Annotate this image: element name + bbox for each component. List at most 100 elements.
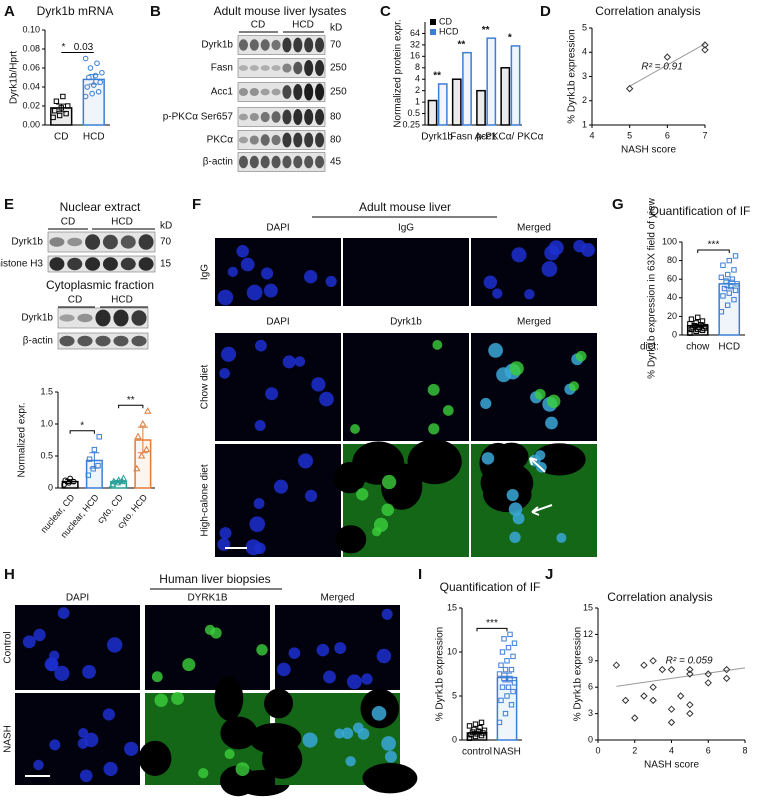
blot-band	[293, 155, 303, 169]
panel-letter: F	[192, 196, 201, 213]
group-label: HCD	[111, 295, 133, 306]
blot-band	[59, 314, 75, 322]
data-point	[507, 675, 513, 682]
nucleus	[384, 750, 397, 763]
blot-band	[282, 132, 292, 148]
blot-kd: 70	[330, 40, 342, 51]
lipid-droplet	[220, 716, 258, 750]
nucleus	[33, 759, 44, 771]
data-point	[90, 466, 96, 472]
blot-band	[59, 335, 75, 347]
data-point	[499, 649, 506, 655]
data-point	[732, 287, 739, 294]
legend-label: HCD	[439, 26, 459, 36]
y-tick-label: 0.04	[22, 81, 40, 91]
signal-spot	[171, 691, 185, 705]
nucleus	[581, 243, 595, 257]
blot-title: Nuclear extract	[60, 200, 141, 214]
micrograph	[15, 693, 140, 785]
x-axis-label: NASH score	[621, 145, 676, 156]
blot-band	[120, 257, 136, 271]
data-point	[667, 705, 676, 713]
blot-band	[249, 155, 259, 169]
blot-band	[238, 155, 249, 169]
blot-band	[282, 37, 292, 53]
blot-band	[238, 65, 249, 71]
data-point	[718, 274, 725, 281]
data-point	[56, 112, 63, 119]
significance-label: *	[508, 33, 512, 44]
y-axis-label: % Dyrk1b expression	[435, 627, 446, 721]
data-point	[649, 683, 657, 691]
chart-title: Correlation analysis	[595, 4, 700, 18]
bar	[451, 78, 462, 126]
blot-band	[113, 309, 129, 327]
chart-title: Correlation analysis	[607, 590, 712, 604]
data-point	[108, 480, 117, 488]
blot-band	[85, 234, 101, 250]
y-tick-label: 1.0	[40, 418, 53, 428]
data-point	[511, 680, 518, 686]
blot-kd: 80	[330, 112, 342, 123]
blot-band	[314, 60, 325, 76]
blot-band	[67, 237, 83, 247]
signal-spot	[547, 394, 561, 409]
blot-band	[95, 309, 111, 327]
bar	[427, 99, 438, 126]
data-point	[67, 475, 73, 482]
nucleus	[57, 607, 70, 619]
significance-label: *	[62, 42, 66, 53]
images-title: Adult mouse liver	[359, 200, 451, 214]
blot-band	[293, 37, 303, 53]
chart-title: Quantification of IF	[650, 204, 751, 218]
blot-band	[49, 257, 65, 271]
blot-band	[131, 335, 147, 347]
panel-letter: B	[150, 3, 161, 20]
lipid-droplet	[214, 675, 244, 721]
y-tick-label: 5	[452, 690, 457, 700]
nucleus	[106, 637, 123, 653]
nucleus	[276, 662, 291, 677]
lipid-droplet	[335, 525, 367, 554]
x-tick-label: 4	[669, 745, 674, 755]
blot-band	[260, 65, 270, 71]
nucleus	[371, 706, 387, 721]
nucleus	[311, 377, 326, 392]
x-tick-label: 6	[665, 130, 670, 140]
p-value: 0.03	[74, 42, 94, 53]
bar	[476, 89, 486, 126]
blot-band	[271, 134, 281, 146]
significance-label: **	[457, 39, 465, 50]
panel-letter: G	[612, 196, 624, 213]
data-point	[498, 697, 504, 704]
x-tick-label: NASH	[493, 747, 521, 758]
panel-letter: A	[4, 3, 15, 20]
blot-band	[282, 63, 292, 73]
x-tick-label: 7	[702, 130, 707, 140]
significance-bracket	[118, 404, 144, 409]
data-point	[625, 84, 634, 93]
row-label: IgG	[200, 264, 211, 280]
blot-band	[282, 155, 292, 169]
data-point	[510, 688, 516, 695]
nucleus	[77, 738, 89, 749]
data-point	[722, 674, 731, 683]
signal-spot	[442, 405, 454, 416]
nucleus	[304, 489, 318, 503]
signal-spot	[575, 350, 587, 362]
blot-band	[293, 84, 303, 100]
lipid-droplet	[264, 688, 294, 719]
blot-band	[67, 257, 83, 271]
lipid-droplet	[138, 740, 172, 776]
nucleus	[79, 769, 93, 783]
nucleus	[236, 244, 249, 258]
blot-band	[304, 155, 314, 169]
column-label: DAPI	[266, 223, 289, 234]
nucleus	[316, 643, 330, 657]
data-point	[496, 719, 503, 726]
data-point	[86, 74, 92, 81]
data-point	[734, 281, 740, 287]
data-point	[718, 309, 725, 315]
data-point	[466, 723, 473, 729]
y-tick-label: 10	[447, 646, 457, 656]
